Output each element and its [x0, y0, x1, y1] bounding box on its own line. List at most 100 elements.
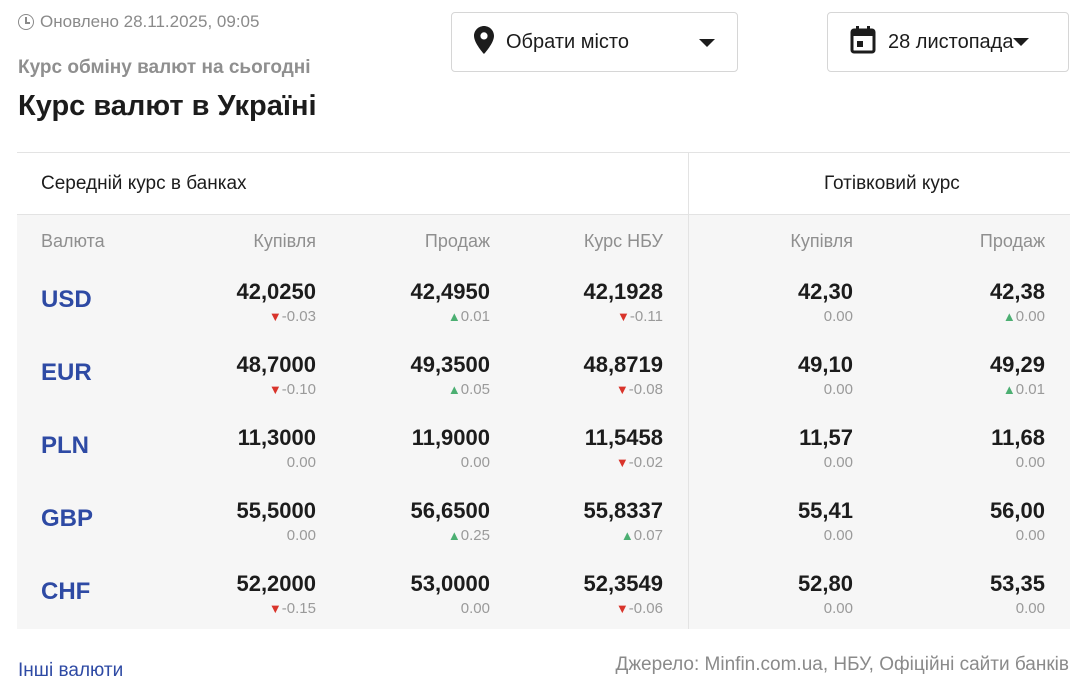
currency-code[interactable]: EUR	[41, 359, 92, 386]
table-group-header: Середній курс в банках Готівковий курс	[17, 153, 1070, 215]
rate-value: 11,68	[991, 425, 1045, 450]
other-currencies-link[interactable]: Інші валюти	[18, 660, 124, 681]
rate-change-text: 0.00	[1015, 308, 1045, 325]
rate-change: ▼-0.10	[156, 381, 316, 398]
rate-change: 0.00	[885, 527, 1045, 544]
col-header-nbu: Курс НБУ	[583, 231, 663, 251]
rate-value: 42,4950	[410, 279, 490, 304]
rate-change: ▲0.25	[330, 527, 490, 544]
calendar-icon	[850, 25, 876, 59]
rate-value: 52,80	[797, 571, 853, 596]
rate-change: 0.00	[693, 308, 853, 325]
rate-value: 11,3000	[237, 425, 316, 450]
rate-value: 56,00	[989, 498, 1045, 523]
rate-value: 48,7000	[236, 352, 316, 377]
rate-change: ▲0.07	[503, 527, 663, 544]
rate-change-text: 0.00	[1015, 527, 1045, 544]
rate-value: 55,8337	[583, 498, 663, 523]
rate-change-text: -0.08	[628, 381, 663, 398]
rate-value: 42,1928	[583, 279, 663, 304]
currency-code[interactable]: GBP	[41, 505, 94, 532]
rate-value: 42,0250	[236, 279, 316, 304]
rate-change-text: 0.00	[823, 454, 853, 471]
rate-change-text: 0.25	[460, 527, 490, 544]
col-header-currency: Валюта	[41, 231, 105, 251]
rate-change-text: 0.00	[286, 527, 316, 544]
group-title-cash: Готівковий курс	[824, 173, 960, 194]
rate-change-text: -0.15	[281, 600, 316, 617]
rate-change: 0.00	[693, 527, 853, 544]
rate-change: 0.00	[693, 381, 853, 398]
caret-down-icon	[699, 39, 715, 47]
updated-timestamp: Оновлено 28.11.2025, 09:05	[18, 12, 259, 32]
rate-change: ▲0.01	[885, 381, 1045, 398]
rate-change: 0.00	[156, 454, 316, 471]
rate-change-text: 0.00	[823, 308, 853, 325]
page-subtitle: Курс обміну валют на сьогодні	[18, 57, 311, 78]
rate-change-text: -0.10	[281, 381, 316, 398]
rate-value: 11,5458	[584, 425, 663, 450]
date-select-button[interactable]: 28 листопада	[827, 12, 1069, 72]
updated-text: Оновлено 28.11.2025, 09:05	[40, 12, 260, 31]
currency-code[interactable]: CHF	[41, 578, 91, 605]
arrow-down-icon: ▼	[268, 601, 282, 616]
rate-change: ▲0.05	[330, 381, 490, 398]
rate-value: 52,3549	[583, 571, 663, 596]
arrow-down-icon: ▼	[268, 309, 282, 324]
rate-change: 0.00	[156, 527, 316, 544]
arrow-up-icon: ▲	[1002, 309, 1016, 324]
city-select-label: Обрати місто	[506, 30, 629, 53]
rate-change: ▲0.00	[885, 308, 1045, 325]
rate-change: ▼-0.15	[156, 600, 316, 617]
rate-change-text: 0.00	[460, 454, 490, 471]
rate-value: 53,0000	[410, 571, 490, 596]
rate-value: 49,10	[797, 352, 853, 377]
rate-value: 49,3500	[410, 352, 490, 377]
rate-value: 48,8719	[583, 352, 663, 377]
rate-change-text: 0.07	[633, 527, 663, 544]
location-pin-icon	[474, 25, 494, 59]
rate-value: 42,30	[797, 279, 853, 304]
rate-change: 0.00	[885, 454, 1045, 471]
arrow-down-icon: ▼	[615, 455, 629, 470]
rate-change-text: 0.00	[823, 600, 853, 617]
rate-change: 0.00	[330, 454, 490, 471]
currency-code[interactable]: PLN	[41, 432, 89, 459]
group-title-bank: Середній курс в банках	[41, 173, 247, 194]
rate-change-text: -0.03	[281, 308, 316, 325]
column-divider	[688, 153, 689, 629]
arrow-down-icon: ▼	[268, 382, 282, 397]
rate-change: ▼-0.11	[503, 308, 663, 325]
rate-change-text: -0.06	[628, 600, 663, 617]
rate-value: 52,2000	[236, 571, 316, 596]
rate-value: 53,35	[989, 571, 1045, 596]
rate-value: 56,6500	[410, 498, 490, 523]
rate-change-text: 0.00	[823, 527, 853, 544]
rate-change: 0.00	[693, 600, 853, 617]
arrow-up-icon: ▲	[447, 528, 461, 543]
arrow-down-icon: ▼	[615, 382, 629, 397]
rates-table: Середній курс в банках Готівковий курс В…	[17, 152, 1070, 629]
arrow-up-icon: ▲	[447, 309, 461, 324]
rate-change-text: -0.11	[629, 308, 663, 325]
rate-change-text: 0.05	[460, 381, 490, 398]
col-header-cash-buy: Купівля	[790, 231, 853, 251]
clock-icon	[18, 14, 34, 30]
arrow-up-icon: ▲	[620, 528, 634, 543]
rate-change-text: 0.00	[286, 454, 316, 471]
col-header-bank-sell: Продаж	[424, 231, 490, 251]
rate-change: ▼-0.03	[156, 308, 316, 325]
rate-value: 11,57	[799, 425, 853, 450]
city-select-button[interactable]: Обрати місто	[451, 12, 738, 72]
currency-code[interactable]: USD	[41, 286, 92, 313]
arrow-up-icon: ▲	[1002, 382, 1016, 397]
rate-value: 49,29	[989, 352, 1045, 377]
rate-value: 11,9000	[411, 425, 490, 450]
col-header-bank-buy: Купівля	[253, 231, 316, 251]
rate-change: 0.00	[330, 600, 490, 617]
rate-change: ▼-0.08	[503, 381, 663, 398]
rate-change-text: 0.00	[1015, 600, 1045, 617]
rate-value: 55,41	[797, 498, 853, 523]
source-note: Джерело: Minfin.com.ua, НБУ, Офіційні са…	[615, 654, 1069, 675]
rate-change: 0.00	[693, 454, 853, 471]
